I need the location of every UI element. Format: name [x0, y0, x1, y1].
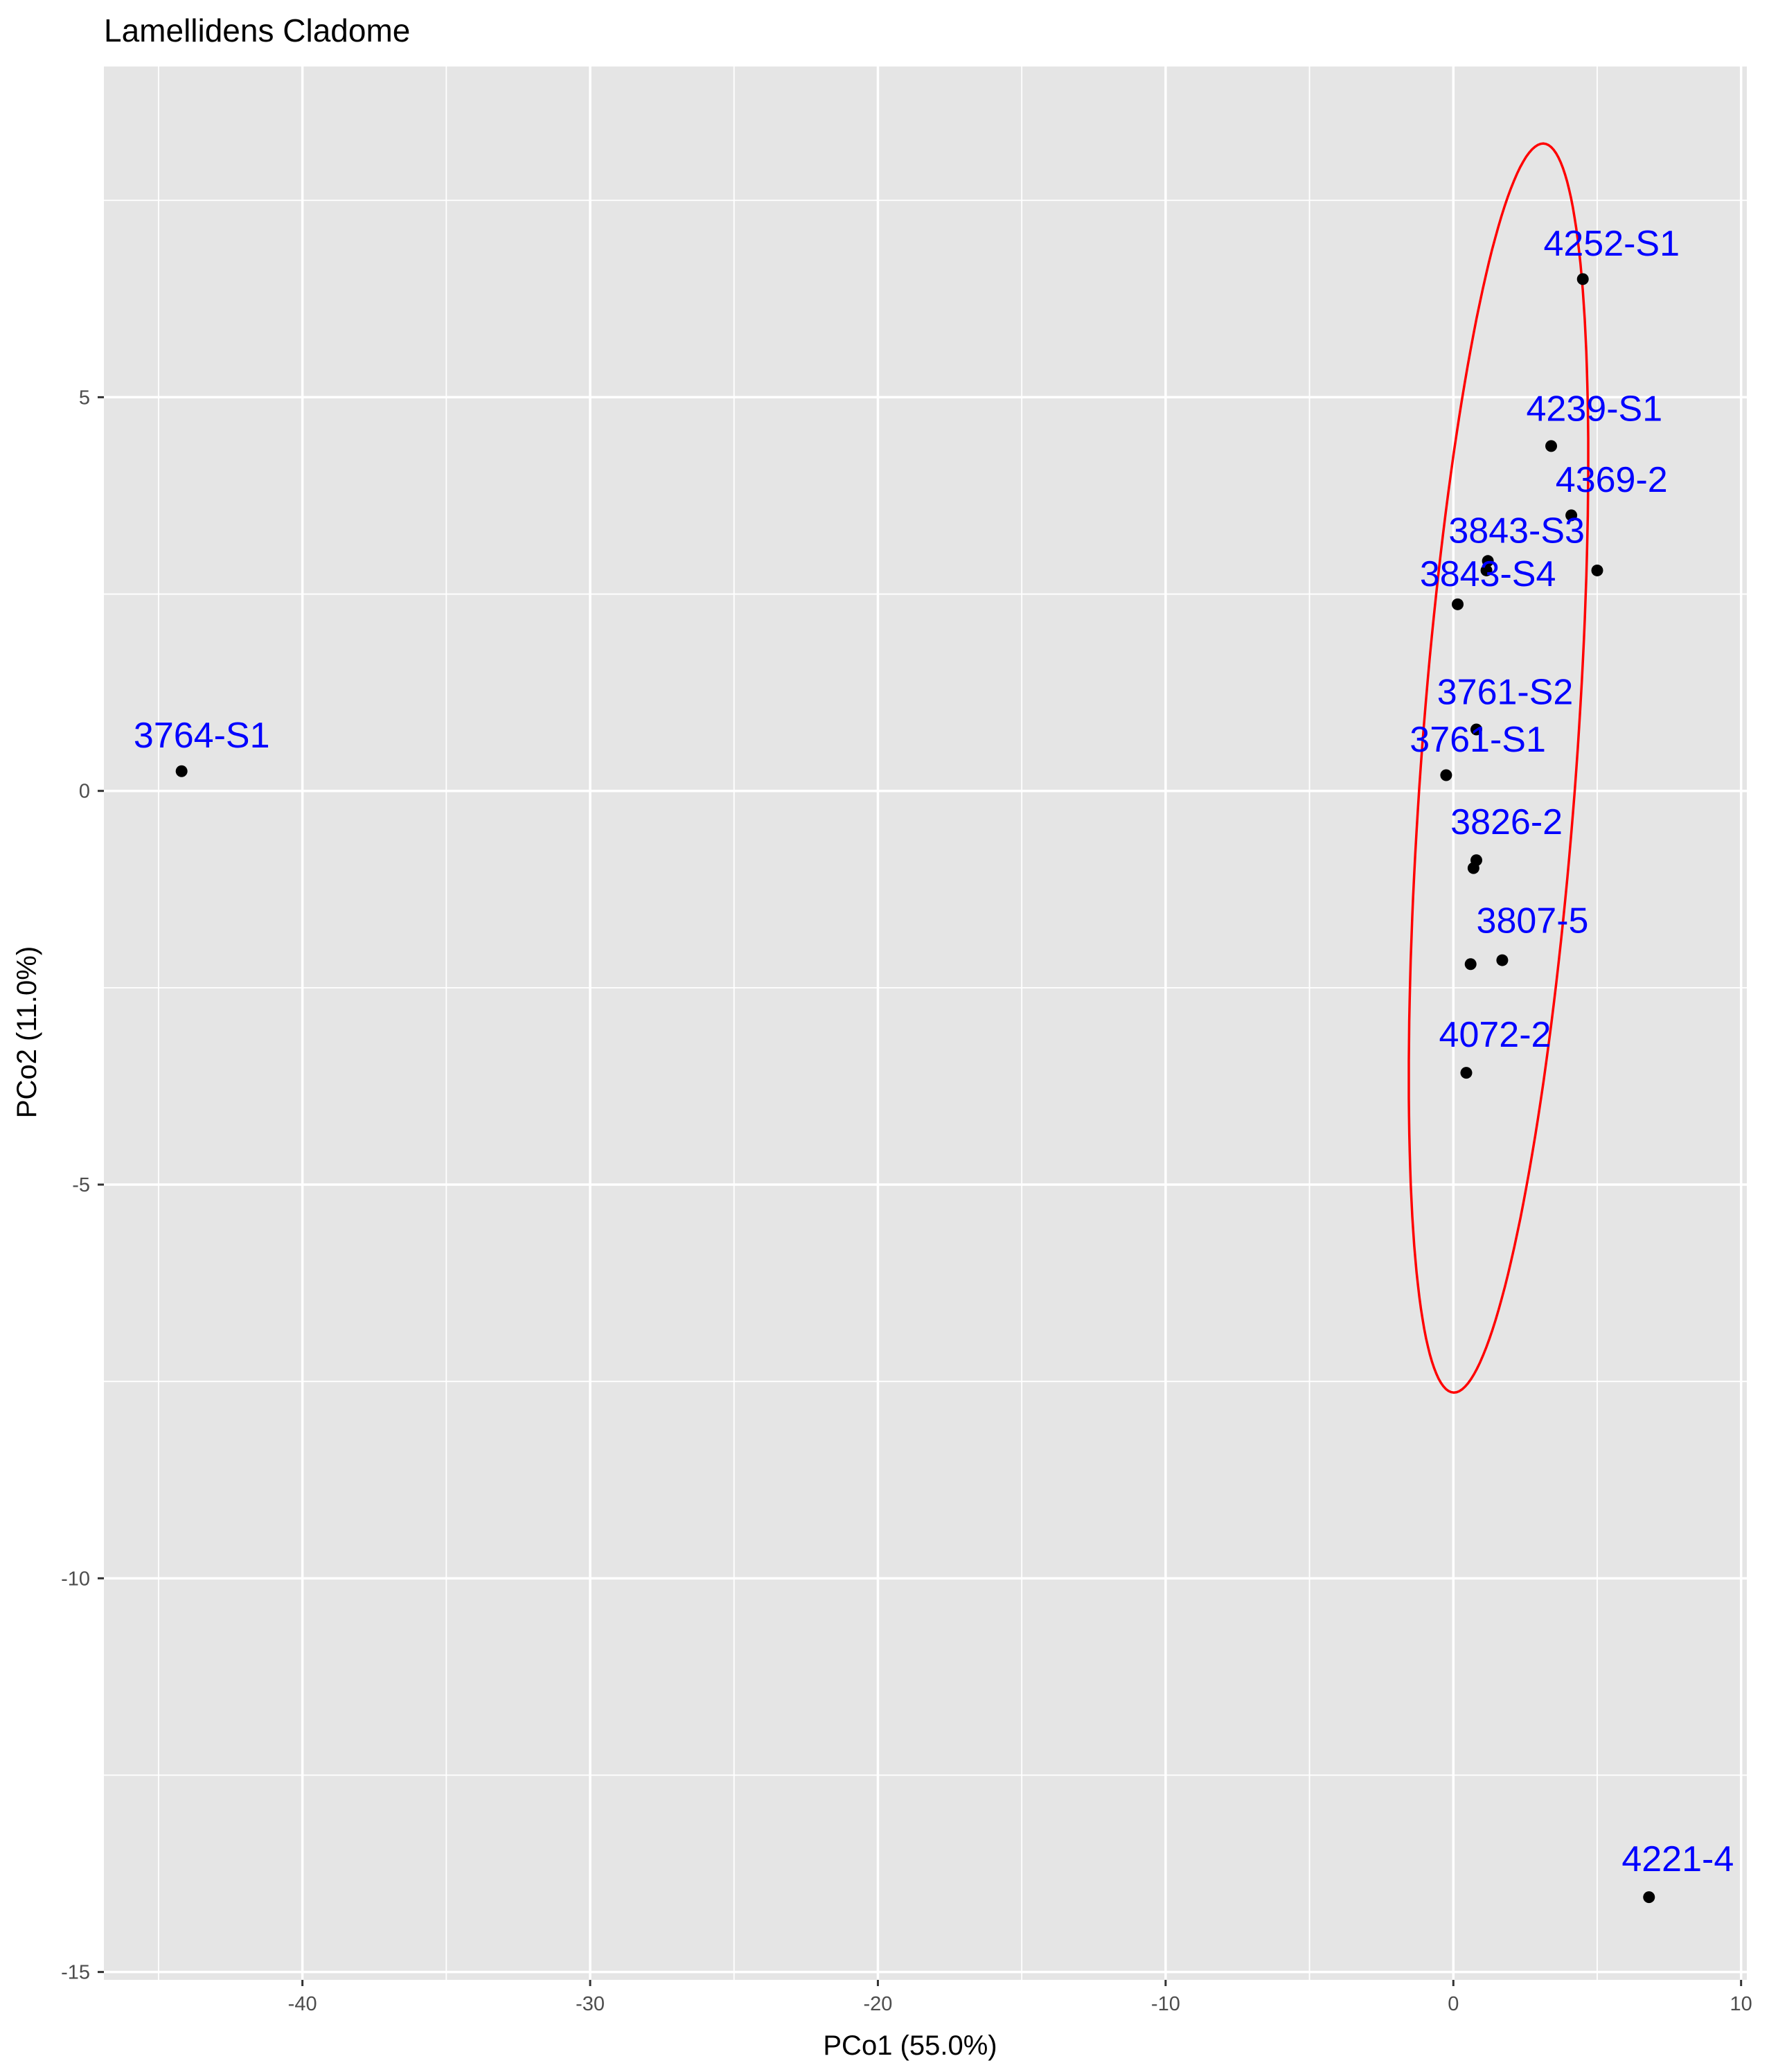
point-label: 4072-2 [1439, 1015, 1552, 1055]
y-tick-label: 5 [79, 387, 90, 409]
panel-background [104, 67, 1747, 1980]
point-label: 4252-S1 [1543, 224, 1680, 264]
chart-title: Lamellidens Cladome [104, 12, 410, 48]
x-tick-label: -20 [863, 1993, 892, 2015]
y-tick-label: -15 [61, 1962, 90, 1984]
point-label: 4221-4 [1621, 1839, 1734, 1879]
x-axis-ticks: -40 -30 -20 -10 0 10 [288, 1980, 1752, 2015]
grid-lines [104, 67, 1747, 1980]
y-axis-label: PCo2 (11.0%) [12, 946, 42, 1118]
data-point [1545, 440, 1558, 452]
data-point [1480, 564, 1493, 576]
data-point [1482, 555, 1494, 567]
y-axis-ticks: -15 -10 -5 0 5 [61, 387, 104, 1984]
data-points [175, 273, 1655, 1904]
data-point [1467, 862, 1479, 874]
data-point [1470, 723, 1483, 736]
plot-panel [104, 67, 1747, 1980]
confidence-ellipse-group [1407, 142, 1590, 1394]
point-label: 3826-2 [1450, 802, 1563, 842]
data-point [1643, 1891, 1655, 1904]
data-point [1464, 958, 1477, 971]
point-labels: 3764-S1 4252-S1 4239-S1 4369-2 3843-S33843-S… [134, 224, 1734, 1879]
point-label: 3843-S4 [1420, 554, 1556, 594]
y-tick-label: -5 [72, 1174, 90, 1196]
x-tick-label: -40 [288, 1993, 317, 2015]
data-point [1576, 273, 1589, 285]
point-label: 4239-S1 [1527, 389, 1663, 429]
point-label: 3761-S1 [1410, 720, 1546, 760]
data-point [1452, 598, 1464, 610]
point-label: 3764-S1 [134, 716, 270, 756]
data-point [1496, 954, 1509, 966]
data-point [1565, 509, 1578, 522]
confidence-ellipse [1407, 142, 1590, 1394]
x-tick-label: -30 [576, 1993, 605, 2015]
x-axis-label: PCo1 (55.0%) [823, 2030, 997, 2061]
y-tick-label: -10 [61, 1568, 90, 1590]
data-point [1440, 769, 1452, 781]
point-label: 3843-S3 [1448, 511, 1585, 551]
data-point [1591, 564, 1603, 576]
data-point [175, 765, 188, 777]
data-point [1460, 1067, 1473, 1079]
point-label: 4369-2 [1556, 460, 1668, 500]
x-tick-label: 10 [1730, 1993, 1752, 2015]
x-tick-label: 0 [1448, 1993, 1459, 2015]
point-label: 3761-S2 [1437, 673, 1574, 713]
point-label: 3807-5 [1477, 901, 1589, 941]
x-tick-label: -10 [1151, 1993, 1180, 2015]
y-tick-label: 0 [79, 781, 90, 803]
